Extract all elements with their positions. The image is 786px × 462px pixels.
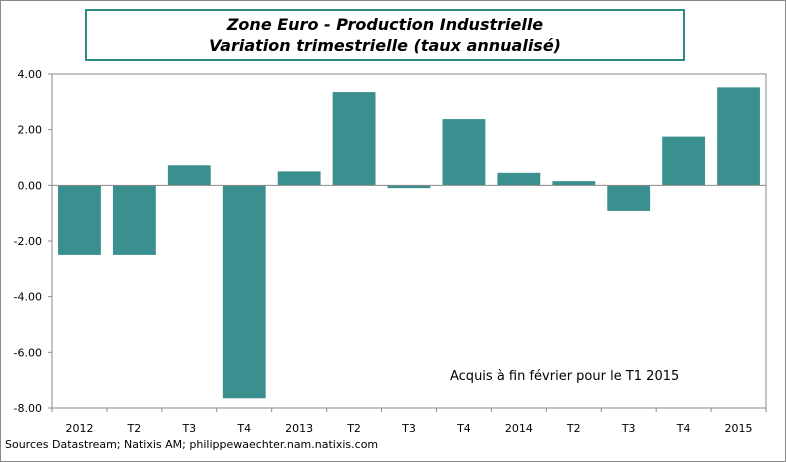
x-tick-label: T2	[346, 422, 361, 435]
y-tick-label: 4.00	[18, 68, 43, 81]
bar	[497, 172, 541, 186]
bar	[552, 181, 596, 186]
bar	[662, 136, 706, 186]
bar	[222, 185, 266, 399]
bar	[442, 119, 486, 186]
x-tick-label: 2014	[505, 422, 533, 435]
x-axis-labels: 2012 T2 T3 T4 2013 T2 T3 T4 2014 T2 T3 T4 2015	[51, 408, 767, 435]
y-tick-label: -2.00	[14, 235, 42, 248]
bar	[167, 165, 211, 186]
y-tick-label: -8.00	[14, 402, 42, 415]
x-tick-label: T3	[181, 422, 196, 435]
x-tick-label: T2	[127, 422, 142, 435]
chart-title-line-2: Variation trimestrielle (taux annualisé)	[209, 36, 561, 55]
annotation-text: Acquis à fin février pour le T1 2015	[450, 369, 680, 384]
y-tick-label: -4.00	[14, 291, 42, 304]
y-tick-label: 0.00	[18, 179, 43, 192]
bar	[332, 92, 376, 186]
x-tick-label: 2012	[65, 422, 93, 435]
x-tick-label: T4	[236, 422, 251, 435]
bar	[112, 185, 156, 255]
x-tick-label: T2	[566, 422, 581, 435]
bar	[717, 87, 760, 186]
bar	[58, 185, 101, 255]
y-tick-label: -6.00	[14, 346, 42, 359]
x-tick-label: 2015	[725, 422, 753, 435]
y-axis-ticks: 4.00 2.00 0.00 -2.00 -4.00 -6.00 -8.00	[14, 68, 52, 415]
bar	[607, 185, 651, 211]
chart-title-box: Zone Euro - Production Industrielle Vari…	[85, 9, 685, 61]
y-tick-label: 2.00	[18, 124, 43, 137]
chart-title-line-1: Zone Euro - Production Industrielle	[226, 15, 544, 34]
axes	[51, 73, 767, 409]
source-text: Sources Datastream; Natixis AM; philippe…	[5, 438, 379, 451]
x-tick-label: T3	[401, 422, 416, 435]
x-tick-label: 2013	[285, 422, 313, 435]
x-tick-label: T4	[456, 422, 471, 435]
bars	[58, 87, 760, 399]
bar	[277, 171, 321, 186]
x-tick-label: T4	[676, 422, 691, 435]
x-tick-label: T3	[621, 422, 636, 435]
bar	[387, 185, 431, 189]
plot-area	[51, 73, 767, 409]
